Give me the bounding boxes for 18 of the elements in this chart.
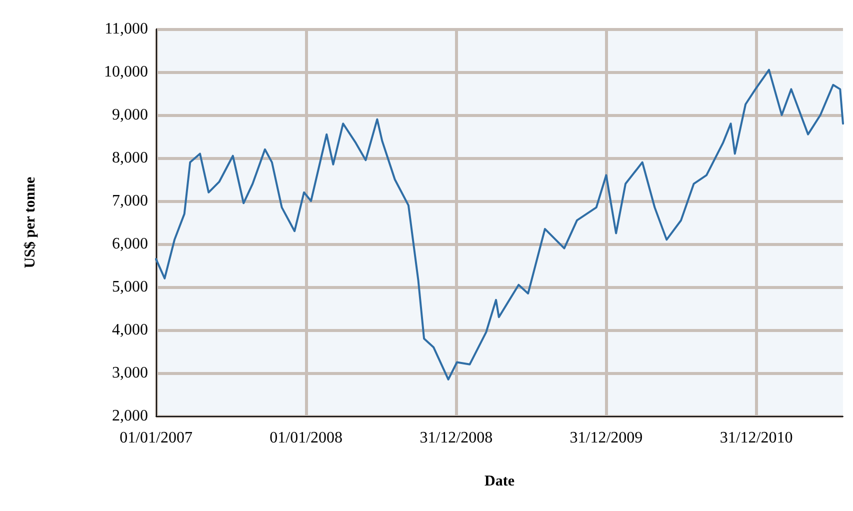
line-series bbox=[155, 68, 844, 380]
x-tick-label: 31/12/2009 bbox=[570, 430, 643, 446]
x-tick-label: 31/12/2010 bbox=[720, 430, 793, 446]
y-tick-label: 5,000 bbox=[112, 278, 148, 296]
y-tick-label: 11,000 bbox=[104, 20, 148, 38]
y-tick-label: 7,000 bbox=[112, 192, 148, 210]
y-tick-label: 4,000 bbox=[112, 322, 148, 338]
y-tick-label: 8,000 bbox=[112, 150, 148, 166]
y-axis-title: US$ per tonne bbox=[22, 176, 38, 268]
y-tick-label: 9,000 bbox=[112, 106, 148, 124]
x-axis-title: Date bbox=[484, 474, 515, 490]
y-tick-label: 6,000 bbox=[112, 236, 148, 252]
y-tick-label: 10,000 bbox=[104, 64, 148, 80]
x-tick-label: 01/01/2008 bbox=[270, 430, 343, 446]
y-tick-label: 2,000 bbox=[112, 408, 148, 424]
y-tick-label: 3,000 bbox=[112, 364, 148, 382]
x-tick-label: 01/01/2007 bbox=[120, 430, 192, 446]
x-tick-label: 31/12/2008 bbox=[420, 430, 493, 446]
